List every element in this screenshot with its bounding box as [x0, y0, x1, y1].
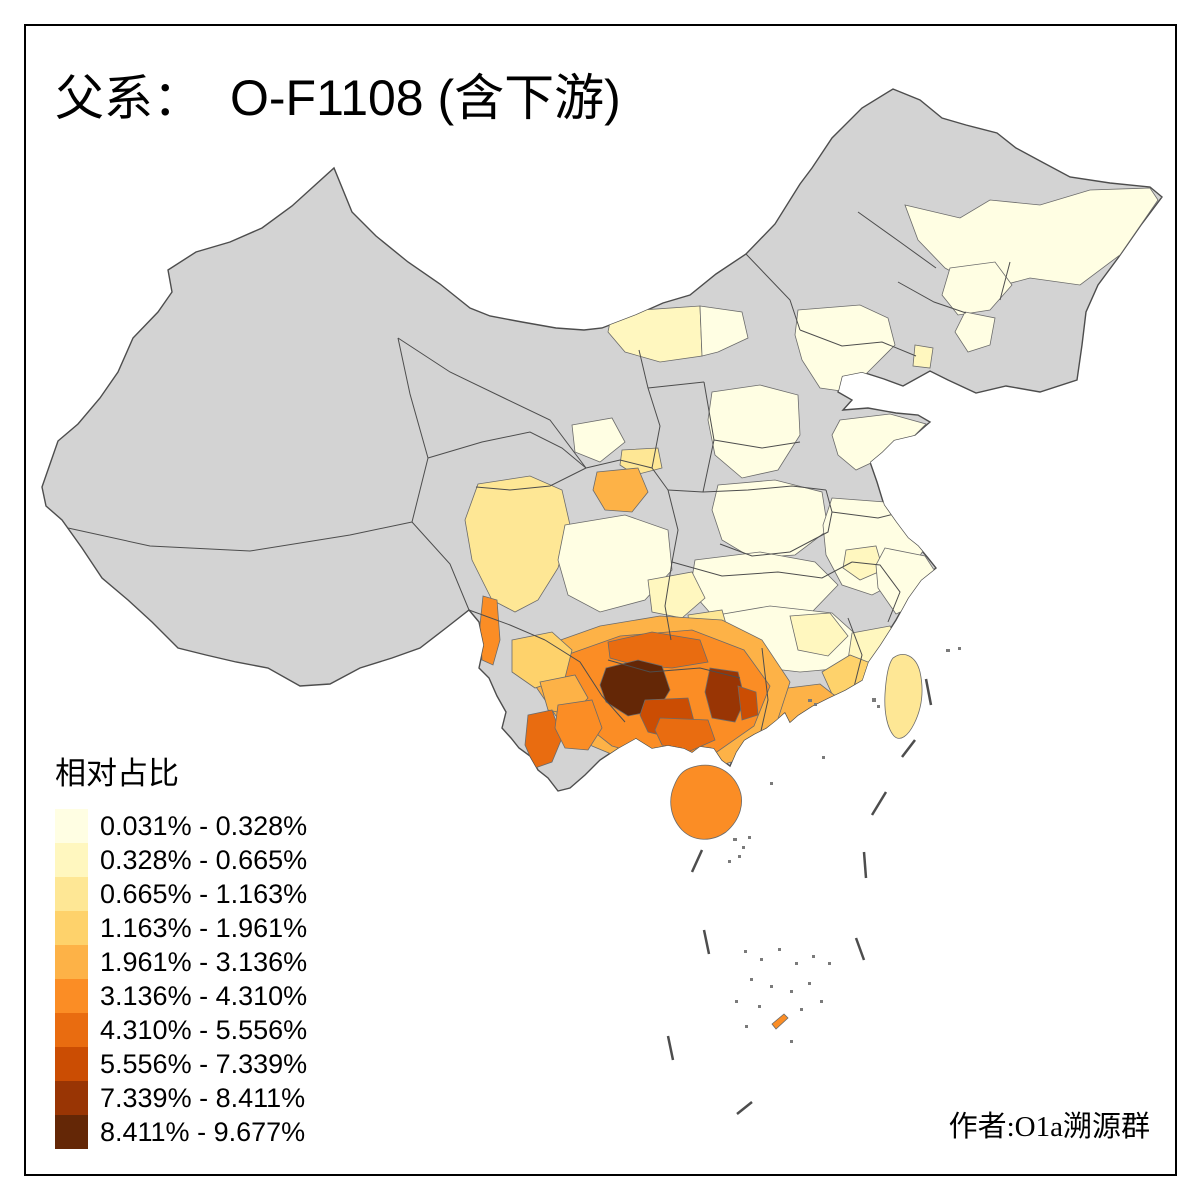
legend-label: 0.031% - 0.328%	[100, 810, 308, 841]
legend-swatch	[55, 911, 88, 945]
legend-swatch	[55, 843, 88, 877]
page-title: 父系： O-F1108 (含下游)	[55, 58, 621, 130]
legend-label: 1.961% - 3.136%	[100, 946, 308, 977]
legend-item: 1.961% - 3.136%	[55, 945, 307, 979]
legend-item: 5.556% - 7.339%	[55, 1047, 307, 1081]
region-shanxi	[707, 384, 801, 479]
region-sichuan-basin	[557, 514, 673, 613]
region-gansu-patch	[571, 417, 626, 463]
legend-title: 相对占比	[55, 756, 179, 791]
legend-swatch	[55, 979, 88, 1013]
legend-label: 0.665% - 1.163%	[100, 878, 308, 909]
legend: 相对占比 0.031% - 0.328% 0.328% - 0.665% 0.665…	[55, 748, 307, 1149]
region-spratly-islet	[771, 1013, 789, 1030]
title-prefix: 父系：	[55, 71, 203, 126]
region-chongqing	[647, 571, 706, 619]
legend-item: 0.031% - 0.328%	[55, 809, 307, 843]
nine-dash-line	[666, 678, 933, 1115]
region-xishuangbanna	[524, 709, 563, 769]
legend-item: 8.411% - 9.677%	[55, 1115, 307, 1149]
island-specks	[728, 647, 961, 1043]
legend-item: 3.136% - 4.310%	[55, 979, 307, 1013]
legend-swatch	[55, 1115, 88, 1149]
region-north-guizhou-band	[607, 631, 709, 669]
legend-swatch	[55, 809, 88, 843]
legend-label: 7.339% - 8.411%	[100, 1082, 306, 1113]
legend-item: 4.310% - 5.556%	[55, 1013, 307, 1047]
legend-swatch	[55, 1081, 88, 1115]
legend-swatch	[55, 877, 88, 911]
region-liaoning-city	[912, 344, 934, 369]
legend-items: 0.031% - 0.328% 0.328% - 0.665% 0.665% - 1…	[55, 809, 307, 1149]
region-yunnan-west-strip	[479, 595, 501, 666]
region-inner-mongolia-band-east	[699, 305, 749, 357]
title-haplogroup: O-F1108 (含下游)	[230, 70, 621, 126]
region-guangxi-east-blob	[737, 685, 759, 721]
region-jilin-east	[954, 311, 996, 353]
legend-label: 0.328% - 0.665%	[100, 844, 308, 875]
region-jiangxi-patch	[789, 612, 849, 657]
legend-item: 1.163% - 1.961%	[55, 911, 307, 945]
province-boundaries	[67, 211, 1011, 745]
region-central-guangxi-dark	[704, 667, 746, 723]
legend-label: 3.136% - 4.310%	[100, 980, 308, 1011]
legend-item: 7.339% - 8.411%	[55, 1081, 307, 1115]
legend-swatch	[55, 1013, 88, 1047]
region-hainan-island	[670, 764, 742, 840]
region-honghe	[554, 699, 603, 751]
region-taiwan-island	[884, 654, 923, 739]
legend-label: 4.310% - 5.556%	[100, 1014, 308, 1045]
region-heilongjiang-south	[941, 261, 1013, 316]
attribution: 作者:O1a溯源群	[948, 1111, 1150, 1143]
legend-label: 8.411% - 9.677%	[100, 1116, 306, 1147]
legend-label: 1.163% - 1.961%	[100, 912, 308, 943]
legend-swatch	[55, 1047, 88, 1081]
legend-item: 0.328% - 0.665%	[55, 843, 307, 877]
figure-frame	[24, 24, 1177, 1176]
legend-swatch	[55, 945, 88, 979]
region-guanzhong-orange	[592, 467, 649, 513]
region-henan	[711, 479, 829, 559]
legend-label: 5.556% - 7.339%	[100, 1048, 308, 1079]
legend-item: 0.665% - 1.163%	[55, 877, 307, 911]
